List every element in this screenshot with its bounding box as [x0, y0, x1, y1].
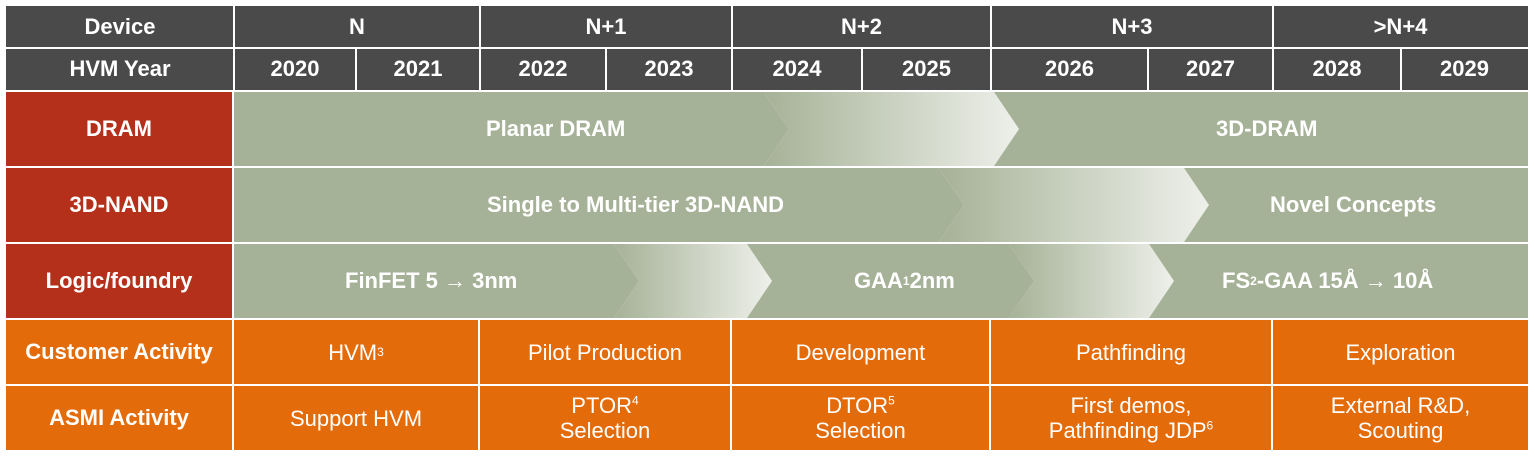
external-line: External R&D,: [1330, 393, 1471, 418]
logic-transition-2: [1009, 244, 1174, 318]
logic-transition-1: [614, 244, 772, 318]
ptor-line1: PTOR4: [571, 393, 638, 418]
dtor-line1: DTOR5: [826, 393, 895, 418]
planar-dram-arrow: [234, 92, 789, 166]
ptor-text: PTOR: [571, 393, 633, 418]
ptor-line2: Selection: [559, 418, 651, 443]
customer-exploration: Exploration: [1273, 320, 1528, 384]
device-header: Device: [6, 6, 234, 48]
asmi-activity-label: ASMI Activity: [6, 386, 232, 450]
first-demos-line: First demos,: [1070, 393, 1192, 418]
gaa-text: GAA 1 2nm: [854, 268, 955, 293]
year-cell: 2021: [356, 48, 480, 90]
jdp-footnote: 6: [1206, 418, 1214, 433]
customer-development: Development: [732, 320, 989, 384]
logic-band: FinFET 5 → 3nm GAA 1 2nm FS 2 -GAA 15Å → 10…: [234, 244, 1528, 318]
finfet-text: FinFET 5 → 3nm: [345, 268, 518, 293]
dram-arrows: [234, 92, 1528, 166]
asmi-support: Support HVM: [234, 386, 478, 450]
fs-text-main: FS: [1222, 268, 1251, 293]
year-cell: 2024: [732, 48, 862, 90]
customer-pathfinding: Pathfinding: [991, 320, 1271, 384]
header-divider: [731, 6, 733, 90]
gaa-arrow: [747, 244, 1034, 318]
header-divider: [1272, 6, 1274, 90]
year-cell: 2029: [1401, 48, 1528, 90]
year-cell: 2028: [1273, 48, 1401, 90]
node-n2: N+2: [732, 6, 991, 48]
dram-label: DRAM: [6, 92, 232, 166]
header-divider: [479, 6, 481, 90]
hvm-text: HVM: [328, 339, 378, 365]
node-n: N: [234, 6, 480, 48]
pathfinding-jdp-line: Pathfinding JDP6: [1049, 418, 1213, 443]
gaa-text-main: GAA: [854, 268, 903, 293]
year-cell: 2023: [606, 48, 732, 90]
ptor-footnote: 4: [632, 393, 639, 408]
header-divider: [6, 47, 1528, 49]
header-divider: [1400, 48, 1402, 90]
customer-pilot: Pilot Production: [480, 320, 730, 384]
asmi-external: External R&D, Scouting: [1273, 386, 1528, 450]
node-n4: >N+4: [1273, 6, 1528, 48]
asmi-ptor: PTOR4 Selection: [480, 386, 730, 450]
header-divider: [355, 48, 357, 90]
header-divider: [605, 48, 607, 90]
roadmap-table: Device N N+1 N+2 N+3 >N+4 HVM Year 2020 …: [6, 6, 1528, 450]
fs-text-node: -GAA 15Å → 10Å: [1256, 268, 1434, 293]
nand-transition: [939, 168, 1209, 242]
header-divider: [1147, 48, 1149, 90]
year-cell: 2025: [862, 48, 991, 90]
nand-arrows: [234, 168, 1528, 242]
planar-dram-text: Planar DRAM: [486, 116, 626, 141]
finfet-arrow: [234, 244, 639, 318]
year-cell: 2027: [1148, 48, 1273, 90]
logic-arrows: [234, 244, 1528, 318]
jdp-text: Pathfinding JDP: [1048, 418, 1207, 443]
node-n1: N+1: [480, 6, 732, 48]
fs-gaa-text: FS 2 -GAA 15Å → 10Å: [1222, 268, 1434, 293]
year-cell: 2026: [991, 48, 1148, 90]
dtor-line2: Selection: [815, 418, 906, 443]
header-divider: [233, 6, 235, 90]
dtor-footnote: 5: [888, 393, 895, 408]
scouting-line: Scouting: [1357, 418, 1444, 443]
asmi-pathfinding: First demos, Pathfinding JDP6: [991, 386, 1271, 450]
novel-concepts-arrow: [1184, 168, 1528, 242]
3d-dram-text: 3D-DRAM: [1216, 116, 1318, 141]
dram-band: Planar DRAM 3D-DRAM: [234, 92, 1528, 166]
hvm-year-header: HVM Year: [6, 48, 234, 90]
nand-band: Single to Multi-tier 3D-NAND Novel Conce…: [234, 168, 1528, 242]
gaa-text-node: 2nm: [909, 268, 955, 293]
dram-transition: [764, 92, 1019, 166]
year-cell: 2022: [480, 48, 606, 90]
novel-concepts-text: Novel Concepts: [1270, 192, 1437, 217]
3d-dram-arrow: [994, 92, 1528, 166]
fs-gaa-arrow: [1149, 244, 1528, 318]
header-divider: [861, 48, 863, 90]
header-divider: [990, 6, 992, 90]
node-n3: N+3: [991, 6, 1273, 48]
customer-activity-label: Customer Activity: [6, 320, 232, 384]
multi-tier-arrow: [234, 168, 964, 242]
multi-tier-text: Single to Multi-tier 3D-NAND: [487, 192, 784, 217]
nand-label: 3D-NAND: [6, 168, 232, 242]
asmi-dtor: DTOR5 Selection: [732, 386, 989, 450]
year-cell: 2020: [234, 48, 356, 90]
dtor-text: DTOR: [826, 393, 889, 418]
customer-hvm: HVM 3: [234, 320, 478, 384]
logic-label: Logic/foundry: [6, 244, 232, 318]
